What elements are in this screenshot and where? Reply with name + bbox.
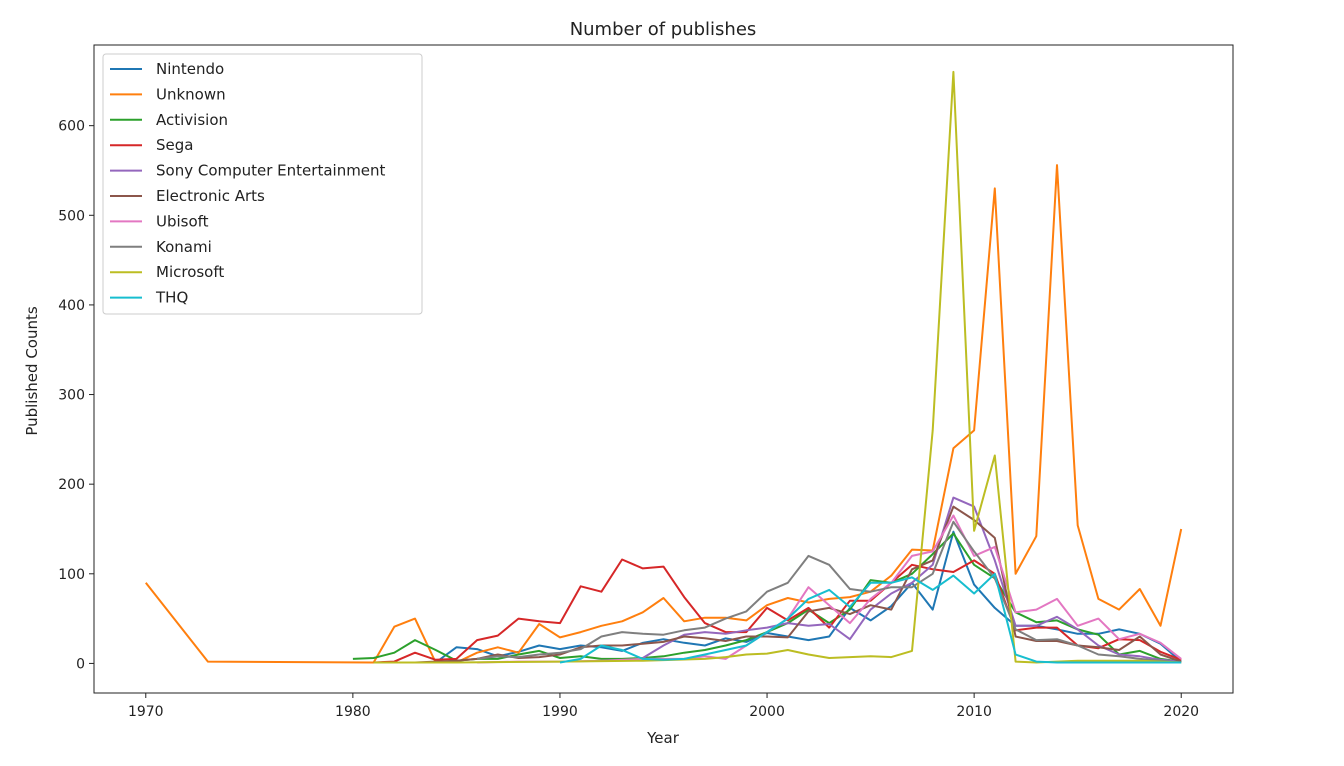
x-axis-label: Year bbox=[646, 729, 680, 747]
y-axis-ticks: 0 100 200 300 400 500 600 bbox=[58, 119, 94, 672]
x-axis-ticks: 1970 1980 1990 2000 2010 2020 bbox=[128, 693, 1199, 720]
y-tick-label-3: 300 bbox=[58, 388, 85, 404]
x-tick-label-3: 2000 bbox=[749, 704, 785, 720]
legend-label-1: Unknown bbox=[156, 85, 226, 103]
series-line-5 bbox=[414, 505, 1182, 664]
legend-label-4: Sony Computer Entertainment bbox=[156, 162, 386, 180]
legend-label-2: Activision bbox=[156, 111, 228, 129]
series-line-7 bbox=[476, 520, 1182, 664]
legend-box bbox=[102, 53, 423, 315]
y-tick-label-2: 200 bbox=[58, 477, 85, 493]
legend-label-8: Microsoft bbox=[156, 263, 224, 281]
legend: Nintendo Unknown Activision Sega Sony Comput… bbox=[102, 53, 423, 315]
series-line-8 bbox=[373, 70, 1182, 664]
y-tick-label-6: 600 bbox=[58, 119, 85, 135]
plot-frame bbox=[93, 44, 1234, 694]
series-line-2 bbox=[352, 532, 1182, 663]
plot-lines bbox=[145, 70, 1183, 664]
y-tick-label-5: 500 bbox=[58, 208, 85, 224]
x-tick-label-2: 1990 bbox=[542, 704, 578, 720]
series-line-9 bbox=[559, 572, 1182, 664]
series-line-4 bbox=[642, 496, 1182, 663]
x-tick-label-5: 2020 bbox=[1163, 704, 1199, 720]
y-axis-label: Published Counts bbox=[23, 306, 41, 436]
y-tick-label-0: 0 bbox=[76, 656, 85, 672]
legend-label-6: Ubisoft bbox=[156, 212, 209, 230]
y-tick-label-4: 400 bbox=[58, 298, 85, 314]
legend-label-0: Nintendo bbox=[156, 60, 224, 78]
series-line-3 bbox=[373, 558, 1182, 664]
legend-label-3: Sega bbox=[156, 136, 193, 154]
legend-label-9: THQ bbox=[155, 289, 188, 307]
y-tick-label-1: 100 bbox=[58, 567, 85, 583]
x-tick-label-1: 1980 bbox=[335, 704, 371, 720]
chart-title: Number of publishes bbox=[570, 19, 757, 40]
x-tick-label-4: 2010 bbox=[956, 704, 992, 720]
x-tick-label-0: 1970 bbox=[128, 704, 164, 720]
series-line-1 bbox=[145, 164, 1183, 664]
series-line-0 bbox=[415, 530, 1182, 664]
legend-label-5: Electronic Arts bbox=[156, 187, 265, 205]
legend-label-7: Konami bbox=[156, 238, 212, 256]
